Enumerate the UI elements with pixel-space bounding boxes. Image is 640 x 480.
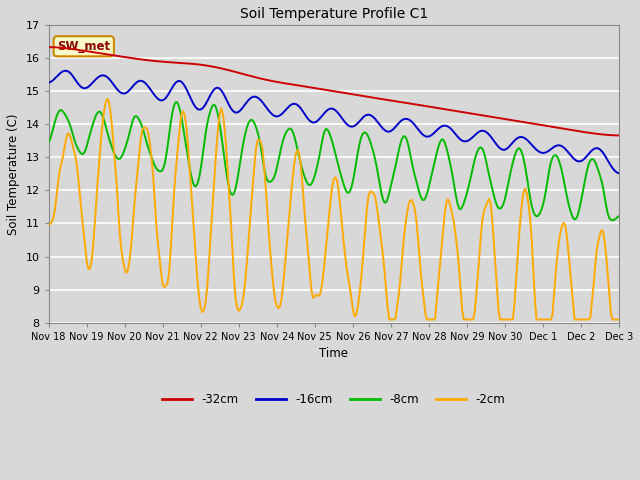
Legend: -32cm, -16cm, -8cm, -2cm: -32cm, -16cm, -8cm, -2cm bbox=[157, 388, 510, 411]
Text: SW_met: SW_met bbox=[57, 40, 110, 53]
Title: Soil Temperature Profile C1: Soil Temperature Profile C1 bbox=[239, 7, 428, 21]
X-axis label: Time: Time bbox=[319, 348, 348, 360]
Y-axis label: Soil Temperature (C): Soil Temperature (C) bbox=[7, 113, 20, 235]
